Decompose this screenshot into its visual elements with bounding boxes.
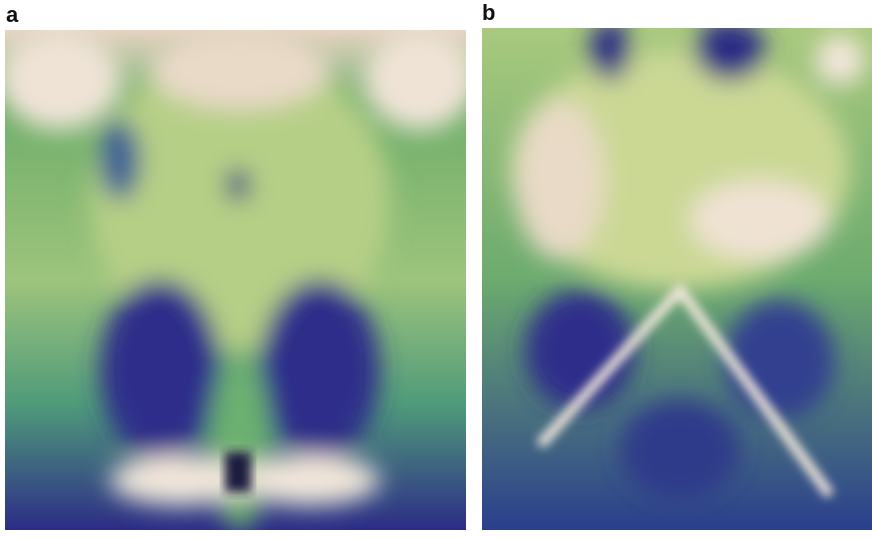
panel-label: a [6,2,19,27]
thermal-image-b [482,28,872,530]
thermal-image-a [5,30,466,530]
panel-label: b [482,0,495,25]
